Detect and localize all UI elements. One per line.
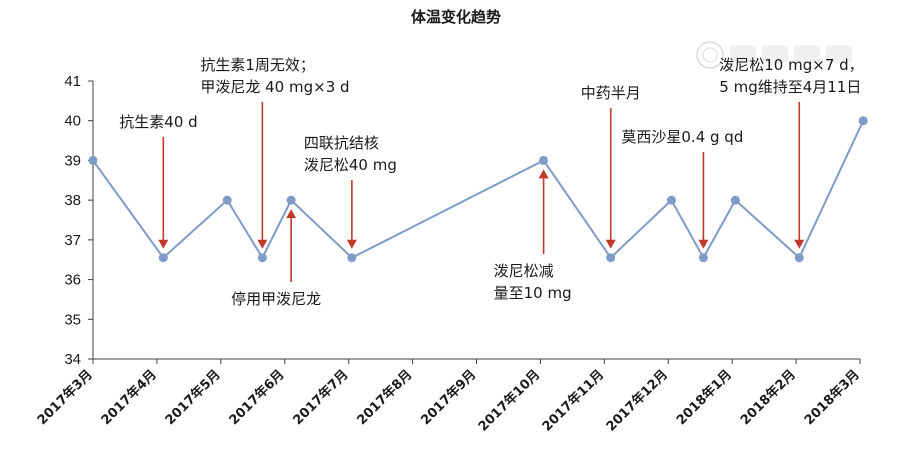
x-tick-label: 2018年2月 <box>737 367 799 429</box>
x-tick-label: 2017年7月 <box>290 367 352 429</box>
data-point <box>257 253 267 263</box>
annotation-label: 中药半月 <box>581 84 641 102</box>
x-tick-label: 2017年11月 <box>539 367 607 435</box>
x-axis-ticks: 2017年3月 2017年4月 2017年5月 2017年6月 2017年7月 2017年… <box>34 359 863 435</box>
data-point <box>539 155 549 165</box>
y-tick-label: 34 <box>64 351 81 368</box>
y-tick-label: 38 <box>64 192 81 209</box>
axes <box>92 81 860 360</box>
x-tick-label: 2017年6月 <box>226 367 288 429</box>
data-point <box>794 253 804 263</box>
y-tick-label: 40 <box>64 113 81 130</box>
y-tick-label: 35 <box>64 311 81 328</box>
annotation-arrowhead <box>538 169 549 179</box>
annotation-label: 泼尼松减 <box>494 262 554 280</box>
y-tick-label: 39 <box>64 152 81 169</box>
annotation-label: 抗生素40 d <box>119 113 197 131</box>
annotation-label: 停用甲泼尼龙 <box>231 290 321 308</box>
y-axis-ticks: 34 35 36 37 38 39 40 41 <box>64 73 93 368</box>
series-line-layer <box>92 120 865 260</box>
series-line <box>92 120 865 260</box>
data-point <box>286 195 296 205</box>
annotation-label: 泼尼松40 mg <box>304 156 397 174</box>
annotation-arrows <box>158 102 805 282</box>
annotation-label: 甲泼尼龙 40 mg×3 d <box>200 78 349 96</box>
annotation-arrowhead <box>346 239 357 249</box>
data-point <box>730 195 740 205</box>
x-tick-label: 2017年9月 <box>418 367 480 429</box>
annotation-label: 量至10 mg <box>494 284 572 302</box>
annotation-arrowhead <box>257 239 268 249</box>
annotation-label: 莫西沙星0.4 g qd <box>621 128 743 146</box>
x-tick-label: 2017年3月 <box>34 367 96 429</box>
x-tick-label: 2017年4月 <box>98 367 160 429</box>
annotation-arrowhead <box>158 239 169 249</box>
annotation-arrowhead <box>286 209 297 219</box>
data-point <box>222 195 232 205</box>
x-tick-label: 2018年3月 <box>801 367 863 429</box>
annotation-label: 抗生素1周无效； <box>200 56 315 74</box>
x-tick-label: 2017年5月 <box>162 367 224 429</box>
data-point <box>858 116 868 126</box>
annotation-label: 泼尼松10 mg×7 d， <box>719 56 863 74</box>
data-point <box>347 253 357 263</box>
data-points <box>88 116 868 263</box>
y-tick-label: 37 <box>64 232 81 249</box>
annotation-labels: 抗生素40 d 抗生素1周无效； 甲泼尼龙 40 mg×3 d 停用甲泼尼龙 四联抗结核… <box>119 56 863 308</box>
watermark-seal <box>696 41 852 69</box>
data-point <box>698 253 708 263</box>
x-tick-label: 2017年8月 <box>354 367 416 429</box>
x-tick-label: 2018年1月 <box>673 367 735 429</box>
annotation-label: 四联抗结核 <box>304 134 379 152</box>
chart-title: 体温变化趋势 <box>411 8 501 26</box>
annotation-arrowhead <box>794 239 805 249</box>
x-tick-label: 2017年12月 <box>603 367 671 435</box>
data-point <box>88 155 98 165</box>
annotation-arrowhead <box>605 239 616 249</box>
data-point <box>606 253 616 263</box>
data-point <box>158 253 168 263</box>
y-tick-label: 36 <box>64 272 81 289</box>
x-tick-label: 2017年10月 <box>475 367 543 435</box>
annotation-label: 5 mg维持至4月11日 <box>719 78 861 96</box>
annotation-arrowhead <box>698 239 709 249</box>
y-tick-label: 41 <box>64 73 81 90</box>
data-point <box>666 195 676 205</box>
